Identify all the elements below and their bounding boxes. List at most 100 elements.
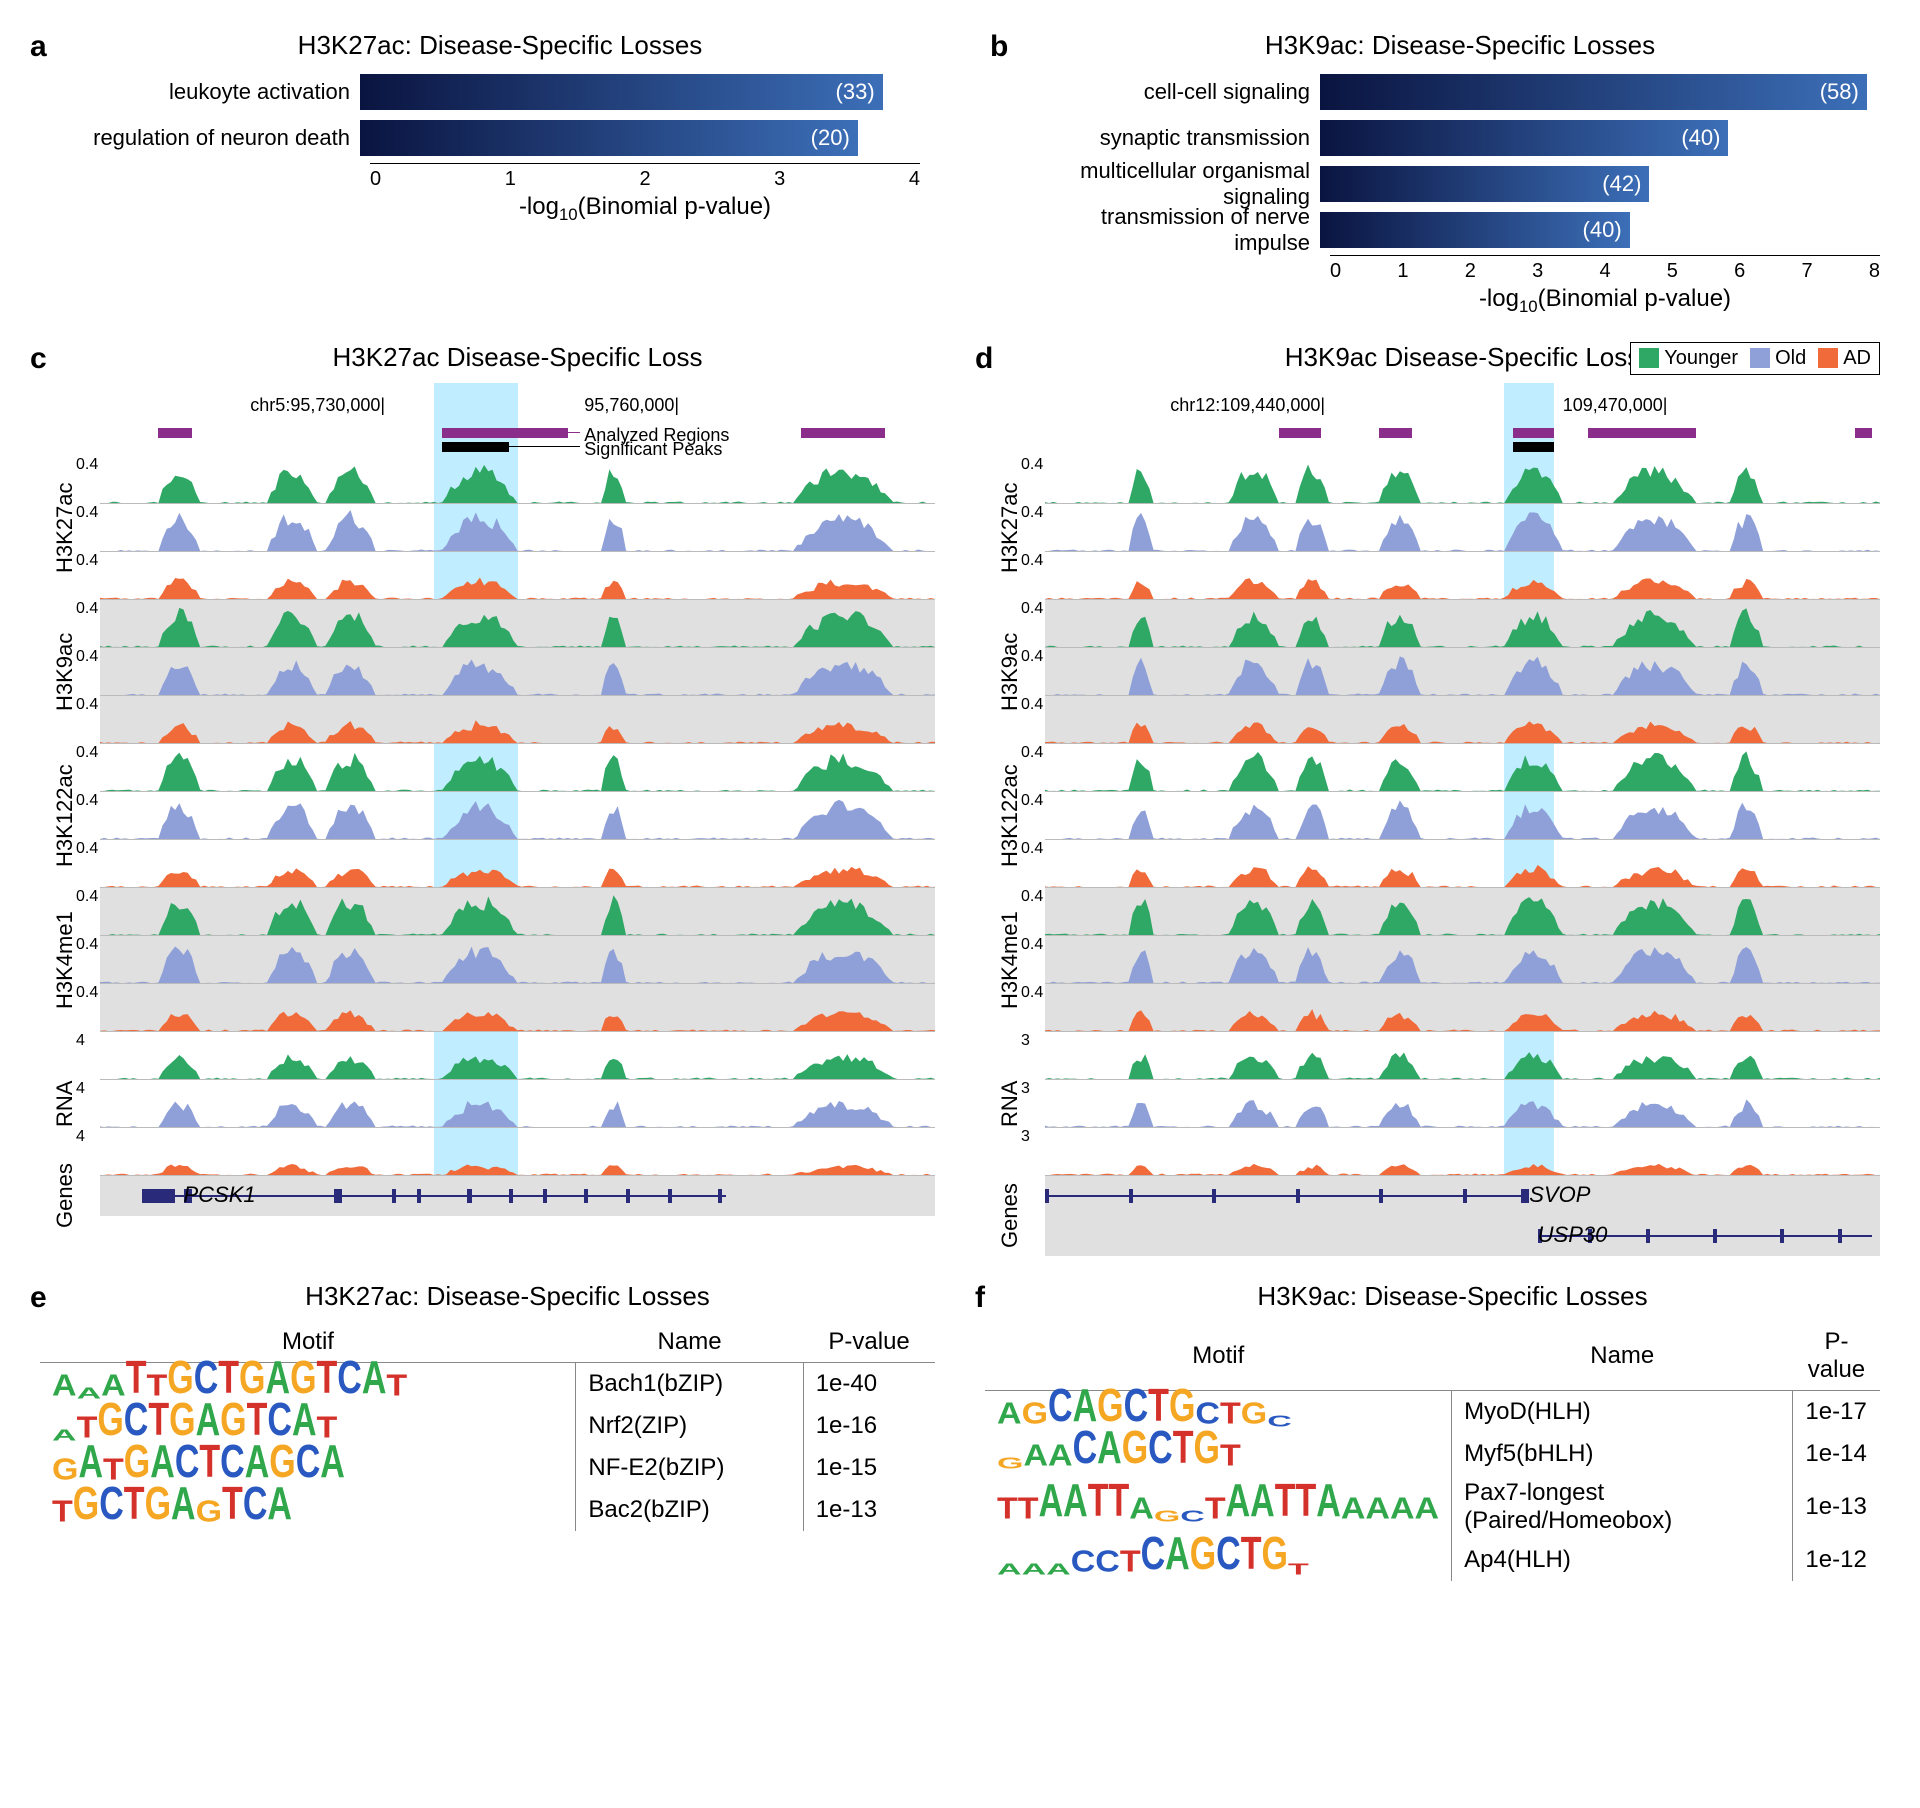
motif-char: A xyxy=(1390,1493,1415,1524)
motif-char: T xyxy=(199,1439,220,1485)
bar-row: multicellular organismal signaling(42) xyxy=(1040,163,1880,205)
panel-a-title: H3K27ac: Disease-Specific Losses xyxy=(80,30,920,61)
motif-char: C xyxy=(1071,1546,1096,1577)
bar-chart-b: cell-cell signaling(58) synaptic transmis… xyxy=(1040,71,1880,317)
signal-track xyxy=(1045,792,1880,839)
motif-char: G xyxy=(73,1481,99,1527)
bar-label: leukoyte activation xyxy=(80,79,360,105)
bar-count: (40) xyxy=(1583,217,1622,243)
motif-char: T xyxy=(1220,1398,1241,1429)
track-row: 0.4 xyxy=(1045,840,1880,888)
y-scale: 4 xyxy=(76,1032,85,1050)
coord-label: 109,470,000| xyxy=(1563,395,1668,416)
motif-char: C xyxy=(1216,1531,1241,1577)
coord-label: chr5:95,730,000| xyxy=(250,395,385,416)
bar-track: (40) xyxy=(1320,120,1880,156)
analyzed-region xyxy=(158,428,191,438)
gene-exon xyxy=(1521,1189,1529,1203)
analyzed-region xyxy=(442,428,567,438)
panel-label-e: e xyxy=(30,1281,47,1315)
motif-char: C xyxy=(337,1355,362,1401)
y-scale: 3 xyxy=(1021,1128,1030,1146)
track-group: H3K122ac0.40.40.4 xyxy=(1045,744,1880,888)
bar-row: synaptic transmission(40) xyxy=(1040,117,1880,159)
gene-exon xyxy=(334,1189,342,1203)
y-scale: 0.4 xyxy=(76,984,98,1002)
panel-b: b H3K9ac: Disease-Specific Losses cell-c… xyxy=(1000,30,1880,317)
motif-char: T xyxy=(1108,1478,1129,1524)
track-row: 0.4 xyxy=(1045,456,1880,504)
gene-exon xyxy=(1780,1229,1784,1243)
motif-row: GAACAGCTGTMyf5(bHLH)1e-14 xyxy=(985,1433,1880,1475)
motif-char: A xyxy=(1039,1478,1064,1524)
signal-track xyxy=(1045,936,1880,983)
signal-track xyxy=(1045,456,1880,503)
analyzed-row: Analyzed Regions xyxy=(100,428,935,442)
legend-swatch xyxy=(1818,348,1838,368)
panel-label-f: f xyxy=(975,1281,985,1315)
motif-name: Ap4(HLH) xyxy=(1452,1539,1793,1581)
gene-exon xyxy=(1379,1189,1383,1203)
bar-label: cell-cell signaling xyxy=(1040,79,1320,105)
motif-char: A xyxy=(267,1481,292,1527)
bar-count: (33) xyxy=(836,79,875,105)
track-row: 0.4 xyxy=(100,984,935,1032)
track-group: H3K27ac0.40.40.4 xyxy=(1045,456,1880,600)
y-scale: 0.4 xyxy=(76,504,98,522)
track-row: 0.4 xyxy=(1045,792,1880,840)
panel-label-a: a xyxy=(30,30,47,64)
coordinate-row: chr5:95,730,000|95,760,000| xyxy=(100,383,935,428)
motif-char: A xyxy=(1415,1493,1440,1524)
signal-track xyxy=(100,696,935,743)
y-scale: 0.4 xyxy=(1021,504,1043,522)
motif-char: A xyxy=(1097,1425,1122,1471)
signal-track xyxy=(100,1128,935,1175)
y-scale: 0.4 xyxy=(1021,552,1043,570)
motif-char: T xyxy=(1120,1546,1141,1577)
motif-char: T xyxy=(1205,1493,1226,1524)
significant-row: Significant Peaks xyxy=(100,442,935,456)
motif-logo: TTAATTAGCTAATTAAAAA xyxy=(997,1490,1439,1524)
track-viewer-d: chr12:109,440,000|109,470,000|H3K27ac0.4… xyxy=(1045,383,1880,1256)
motif-char: C xyxy=(99,1481,124,1527)
tick-label: 3 xyxy=(1532,260,1543,283)
y-scale: 0.4 xyxy=(1021,936,1043,954)
motif-logo: TGCTGAGTCA xyxy=(52,1493,563,1527)
motif-name: MyoD(HLH) xyxy=(1452,1390,1793,1433)
motif-logo: AAACCTCAGCTGT xyxy=(997,1543,1439,1577)
motif-char: G xyxy=(1022,1398,1048,1429)
legend-swatch xyxy=(1750,348,1770,368)
motif-char: C xyxy=(243,1481,268,1527)
y-scale: 0.4 xyxy=(1021,792,1043,810)
significant-peak xyxy=(442,442,509,452)
bar-fill: (42) xyxy=(1320,166,1649,202)
panel-f-title: H3K9ac: Disease-Specific Losses xyxy=(1025,1281,1880,1312)
motif-char: A xyxy=(1129,1493,1154,1524)
signal-track xyxy=(100,888,935,935)
motif-char: T xyxy=(1173,1425,1194,1471)
bar-track: (58) xyxy=(1320,74,1880,110)
gene-exon xyxy=(668,1189,672,1203)
track-row: 0.4 xyxy=(100,504,935,552)
analyzed-region xyxy=(1379,428,1412,438)
bar-label: transmission of nerve impulse xyxy=(1040,204,1320,256)
bar-fill: (58) xyxy=(1320,74,1867,110)
motif-logo-cell: GAACAGCTGT xyxy=(985,1433,1452,1475)
bar-label: regulation of neuron death xyxy=(80,125,360,151)
track-row: 4 xyxy=(100,1128,935,1176)
bar-fill: (20) xyxy=(360,120,858,156)
tick-label: 3 xyxy=(774,168,785,191)
tick-label: 1 xyxy=(505,168,516,191)
gene-track: GenesPCSK1 xyxy=(100,1176,935,1216)
gene-exon xyxy=(392,1189,396,1203)
signal-track xyxy=(100,552,935,599)
gene-exon xyxy=(1713,1229,1717,1243)
gene-exon xyxy=(1212,1189,1216,1203)
bar-track: (40) xyxy=(1320,212,1880,248)
motif-name: Bach1(bZIP) xyxy=(576,1362,803,1405)
y-scale: 0.4 xyxy=(76,840,98,858)
legend-swatch xyxy=(1639,348,1659,368)
panel-f: f H3K9ac: Disease-Specific Losses MotifN… xyxy=(985,1281,1880,1581)
motif-char: A xyxy=(1048,1440,1073,1471)
y-scale: 0.4 xyxy=(1021,600,1043,618)
